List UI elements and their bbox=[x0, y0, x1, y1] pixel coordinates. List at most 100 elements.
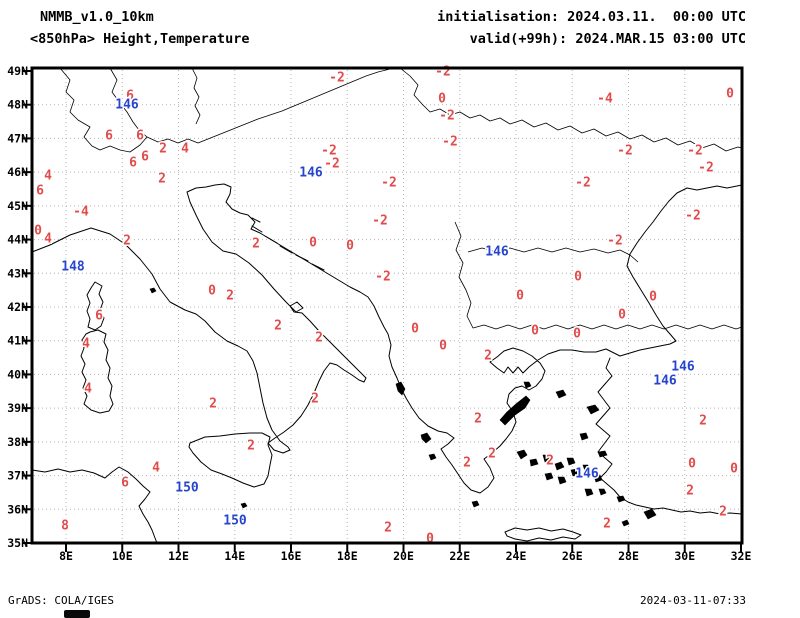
map-frame bbox=[30, 66, 744, 545]
lon-label: 16E bbox=[281, 549, 302, 563]
temperature-contour-label: 4 bbox=[44, 232, 52, 247]
height-contours-layer bbox=[32, 104, 742, 543]
temperature-contour-label: 6 bbox=[126, 89, 134, 104]
temperature-contour-label: 0 bbox=[208, 284, 216, 299]
lat-label: 48N bbox=[7, 98, 28, 112]
temperature-contour-label: 2 bbox=[209, 397, 217, 412]
lat-label: 38N bbox=[7, 435, 28, 449]
height-contour-label: 146 bbox=[575, 467, 599, 482]
temperature-contour-label: -2 bbox=[375, 270, 391, 285]
border-balkans bbox=[454, 221, 743, 330]
grid-layer: 49N 48N 47N 46N 45N 44N 43N 42N 41N 40N 39N 38N 37N 3… bbox=[7, 64, 751, 563]
temperature-contour-label: 2 bbox=[311, 392, 319, 407]
model-title: NMMB_v1.0_10km bbox=[40, 9, 154, 25]
height-contour-label: 146 bbox=[485, 245, 509, 260]
lat-label: 40N bbox=[7, 367, 28, 381]
lat-label: 39N bbox=[7, 401, 28, 415]
lon-label: 22E bbox=[449, 549, 470, 563]
init-time: initialisation: 2024.03.11. 00:00 UTC bbox=[437, 9, 746, 25]
temperature-contour-label: 4 bbox=[181, 142, 189, 157]
lat-label: 42N bbox=[7, 300, 28, 314]
temperature-contour-label: -2 bbox=[607, 234, 623, 249]
temperature-contour-label: 2 bbox=[719, 505, 727, 520]
field-title: <850hPa> Height,Temperature bbox=[30, 31, 249, 47]
lon-label: 24E bbox=[506, 549, 527, 563]
temperature-contour-label: 4 bbox=[84, 382, 92, 397]
temperature-contour-label: 4 bbox=[152, 461, 160, 476]
valid-time: valid(+99h): 2024.MAR.15 03:00 UTC bbox=[470, 31, 746, 47]
temperature-contour-label: -2 bbox=[617, 144, 633, 159]
lon-label: 10E bbox=[112, 549, 133, 563]
temperature-contour-label: -4 bbox=[73, 205, 89, 220]
temperature-contour-label: 2 bbox=[384, 521, 392, 536]
temperature-contour-label: 0 bbox=[34, 224, 42, 239]
lon-label: 30E bbox=[674, 549, 695, 563]
lat-label: 46N bbox=[7, 165, 28, 179]
temperature-contour-label: 2 bbox=[488, 447, 496, 462]
temperature-contour-label: 0 bbox=[730, 462, 738, 477]
temperature-contour-label: 0 bbox=[346, 239, 354, 254]
temperature-contour-label: 8 bbox=[61, 519, 69, 534]
temperature-contour-label: -2 bbox=[687, 144, 703, 159]
border-alps bbox=[59, 67, 148, 153]
temperature-contour-label: 6 bbox=[105, 129, 113, 144]
grads-credit: GrADS: COLA/IGES bbox=[8, 594, 114, 607]
temperature-contour-label: 2 bbox=[603, 517, 611, 532]
lat-label: 36N bbox=[7, 502, 28, 516]
temperature-contour-label: 2 bbox=[474, 412, 482, 427]
temperature-contour-label: 2 bbox=[274, 319, 282, 334]
temperature-contour-label: 0 bbox=[438, 92, 446, 107]
coastlines-layer bbox=[31, 67, 743, 544]
border-central-europe bbox=[146, 67, 397, 144]
border-austria-italy bbox=[191, 67, 201, 125]
temperature-contour-label: 6 bbox=[129, 156, 137, 171]
temperature-contour-label: -2 bbox=[685, 209, 701, 224]
temperature-contour-label: 4 bbox=[82, 337, 90, 352]
contour-labels-layer: 6-2 -2-4 00-2-26 62 466462-2-2-2-2-2-404-2-2… bbox=[33, 63, 740, 548]
temperature-contour-label: 4 bbox=[44, 169, 52, 184]
lat-label: 37N bbox=[7, 469, 28, 483]
lat-label: 47N bbox=[7, 131, 28, 145]
creation-timestamp: 2024-03-11-07:33 bbox=[640, 594, 746, 607]
lat-label: 45N bbox=[7, 199, 28, 213]
temperature-contour-label: 0 bbox=[573, 327, 581, 342]
temperature-contour-label: 6 bbox=[136, 129, 144, 144]
coastline-north-africa bbox=[31, 466, 158, 544]
coastline-corsica bbox=[86, 281, 105, 331]
temperature-contour-label: 6 bbox=[95, 309, 103, 324]
lon-label: 14E bbox=[224, 549, 245, 563]
temperature-contour-label: 2 bbox=[158, 172, 166, 187]
temperature-contour-label: 2 bbox=[159, 142, 167, 157]
lat-label: 41N bbox=[7, 334, 28, 348]
coastline-europe bbox=[31, 183, 743, 494]
border-carpathia bbox=[399, 67, 743, 152]
temperature-contour-label: 0 bbox=[426, 532, 434, 547]
temperature-contour-label: 2 bbox=[252, 237, 260, 252]
temperature-contour-label: 0 bbox=[411, 322, 419, 337]
temperature-contour-label: 0 bbox=[649, 290, 657, 305]
height-contour-label: 148 bbox=[61, 260, 85, 275]
lon-label: 18E bbox=[337, 549, 358, 563]
temperature-contour-label: 6 bbox=[141, 150, 149, 165]
temperature-contour-label: 2 bbox=[315, 331, 323, 346]
height-contour-label: 146 bbox=[671, 360, 695, 375]
height-contour-label: 146 bbox=[653, 374, 677, 389]
temperature-contour-label: -2 bbox=[439, 109, 455, 124]
bottom-left-black-bar bbox=[64, 610, 90, 618]
temperature-contour-label: -2 bbox=[329, 71, 345, 86]
lat-label: 43N bbox=[7, 266, 28, 280]
lat-label: 35N bbox=[7, 536, 28, 550]
temperature-contour-label: 2 bbox=[686, 484, 694, 499]
temperature-contour-label: -2 bbox=[381, 176, 397, 191]
temperature-contour-label: 2 bbox=[484, 349, 492, 364]
aegean-islands bbox=[149, 287, 657, 527]
temperature-contour-label: 2 bbox=[699, 414, 707, 429]
coastline-sicily bbox=[188, 432, 273, 488]
temperature-contour-label: -2 bbox=[372, 214, 388, 229]
lon-label: 26E bbox=[562, 549, 583, 563]
temperature-contour-label: 2 bbox=[546, 454, 554, 469]
temperature-contour-label: 0 bbox=[618, 308, 626, 323]
height-contour-label: 150 bbox=[175, 481, 199, 496]
